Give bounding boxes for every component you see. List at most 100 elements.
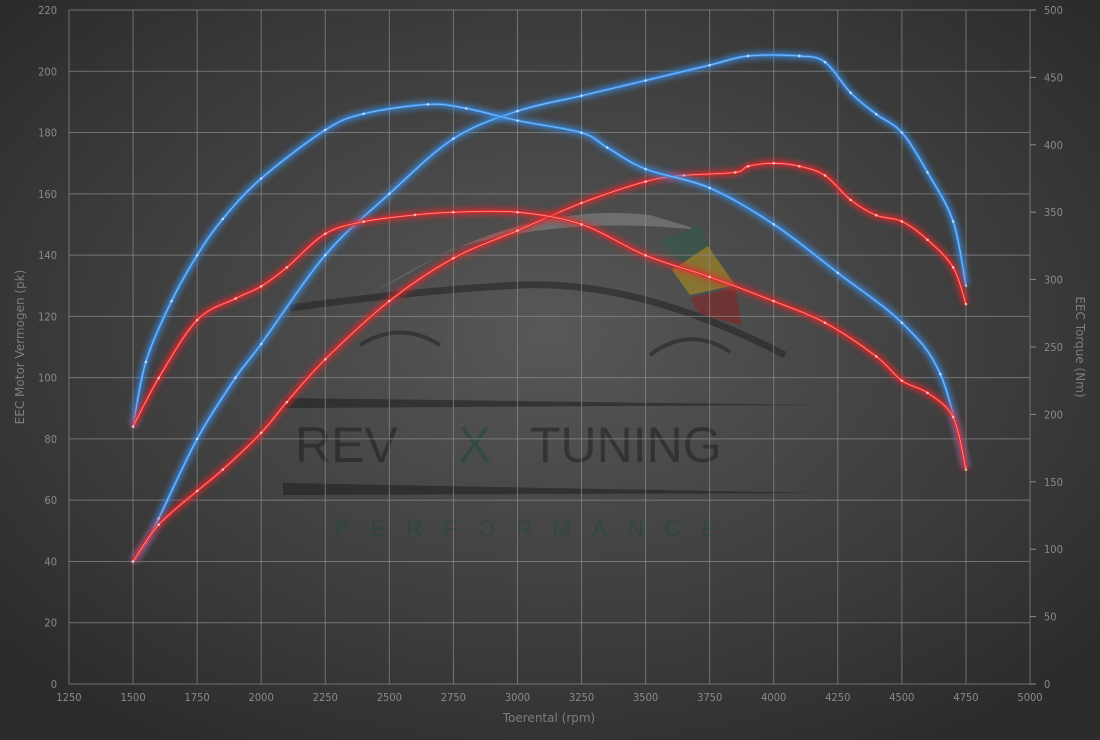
data-point (131, 425, 135, 428)
data-point (900, 220, 904, 223)
y2-tick-label: 100 (1044, 543, 1063, 556)
data-point (874, 213, 878, 217)
x-tick-label: 3500 (633, 691, 658, 704)
y-tick-label: 220 (38, 4, 57, 17)
logo-x: X (458, 417, 491, 473)
data-point (144, 360, 148, 364)
logo-rev: REV (295, 417, 398, 473)
data-point (157, 523, 160, 526)
data-point (746, 54, 750, 58)
x-tick-label: 1750 (185, 691, 210, 704)
data-point (259, 431, 263, 435)
data-point (452, 256, 455, 260)
series-lines (129, 51, 970, 564)
data-point (362, 112, 366, 116)
data-point (131, 560, 135, 563)
data-point (964, 302, 968, 306)
data-point (413, 213, 417, 217)
series-1-stock-left (130, 159, 970, 564)
data-point (426, 103, 430, 106)
data-point (580, 94, 583, 98)
series-0-tuned-left (130, 51, 970, 564)
data-point (234, 376, 237, 379)
x-tick-label: 4000 (761, 691, 786, 704)
data-point (708, 63, 711, 67)
data-point (323, 253, 327, 257)
x-tick-label: 4500 (889, 691, 914, 704)
data-point (823, 60, 827, 64)
x-tick-label: 2750 (441, 691, 466, 704)
data-point (323, 357, 327, 361)
data-point (900, 321, 904, 325)
data-point (362, 220, 366, 223)
data-point (259, 342, 263, 346)
data-point (259, 285, 263, 288)
x-axis-label: Toerental (rpm) (502, 711, 595, 725)
y2-tick-label: 50 (1044, 611, 1057, 624)
x-tick-label: 4750 (953, 691, 978, 704)
data-point (823, 174, 827, 177)
y2-tick-label: 450 (1044, 71, 1063, 84)
y-tick-label: 160 (38, 188, 57, 201)
data-point (708, 186, 711, 190)
x-tick-label: 1250 (56, 691, 81, 704)
data-point (926, 391, 929, 395)
data-point (964, 468, 968, 471)
data-point (323, 128, 327, 132)
y-tick-label: 80 (44, 433, 57, 446)
data-point (874, 112, 878, 116)
data-point (221, 217, 225, 221)
series-3-stock-right (129, 207, 970, 471)
data-point (388, 299, 391, 303)
data-point (708, 275, 711, 279)
data-point (939, 372, 942, 376)
data-point (452, 137, 455, 140)
data-point (157, 376, 160, 380)
data-point (285, 266, 289, 269)
x-tick-label: 2000 (249, 691, 274, 704)
series-2-tuned-right (129, 100, 970, 469)
data-point (516, 210, 519, 214)
data-point (644, 79, 647, 82)
data-point (746, 164, 750, 168)
data-point (849, 91, 852, 95)
data-point (644, 180, 647, 183)
data-point (823, 321, 827, 325)
data-point (644, 167, 647, 171)
data-point (195, 318, 199, 322)
y-tick-label: 180 (38, 127, 57, 140)
data-point (195, 489, 199, 493)
data-point (849, 198, 852, 202)
data-point (170, 299, 173, 303)
x-tick-label: 3000 (505, 691, 530, 704)
data-point (951, 266, 955, 269)
y2-tick-label: 500 (1044, 4, 1063, 17)
y-tick-label: 40 (44, 555, 57, 568)
data-point (926, 238, 929, 242)
data-point (733, 171, 737, 174)
y-tick-label: 200 (38, 65, 57, 78)
x-tick-label: 1500 (120, 691, 145, 704)
data-point (221, 468, 225, 471)
y2-tick-label: 200 (1044, 408, 1063, 421)
data-point (195, 254, 199, 257)
data-point (951, 220, 955, 223)
x-tick-label: 2500 (377, 691, 402, 704)
y-tick-label: 100 (38, 372, 57, 385)
data-point (234, 297, 237, 300)
y2-tick-label: 400 (1044, 139, 1063, 152)
data-point (452, 210, 455, 214)
y2-tick-label: 350 (1044, 206, 1063, 219)
x-tick-label: 3250 (569, 691, 594, 704)
data-point (900, 379, 904, 383)
data-point (798, 54, 801, 58)
data-point (580, 201, 583, 205)
y-tick-label: 20 (44, 617, 57, 630)
data-point (772, 299, 776, 303)
data-point (388, 192, 391, 196)
data-point (772, 161, 776, 165)
x-tick-label: 4250 (825, 691, 850, 704)
y2-tick-label: 300 (1044, 274, 1063, 287)
data-point (964, 284, 968, 288)
